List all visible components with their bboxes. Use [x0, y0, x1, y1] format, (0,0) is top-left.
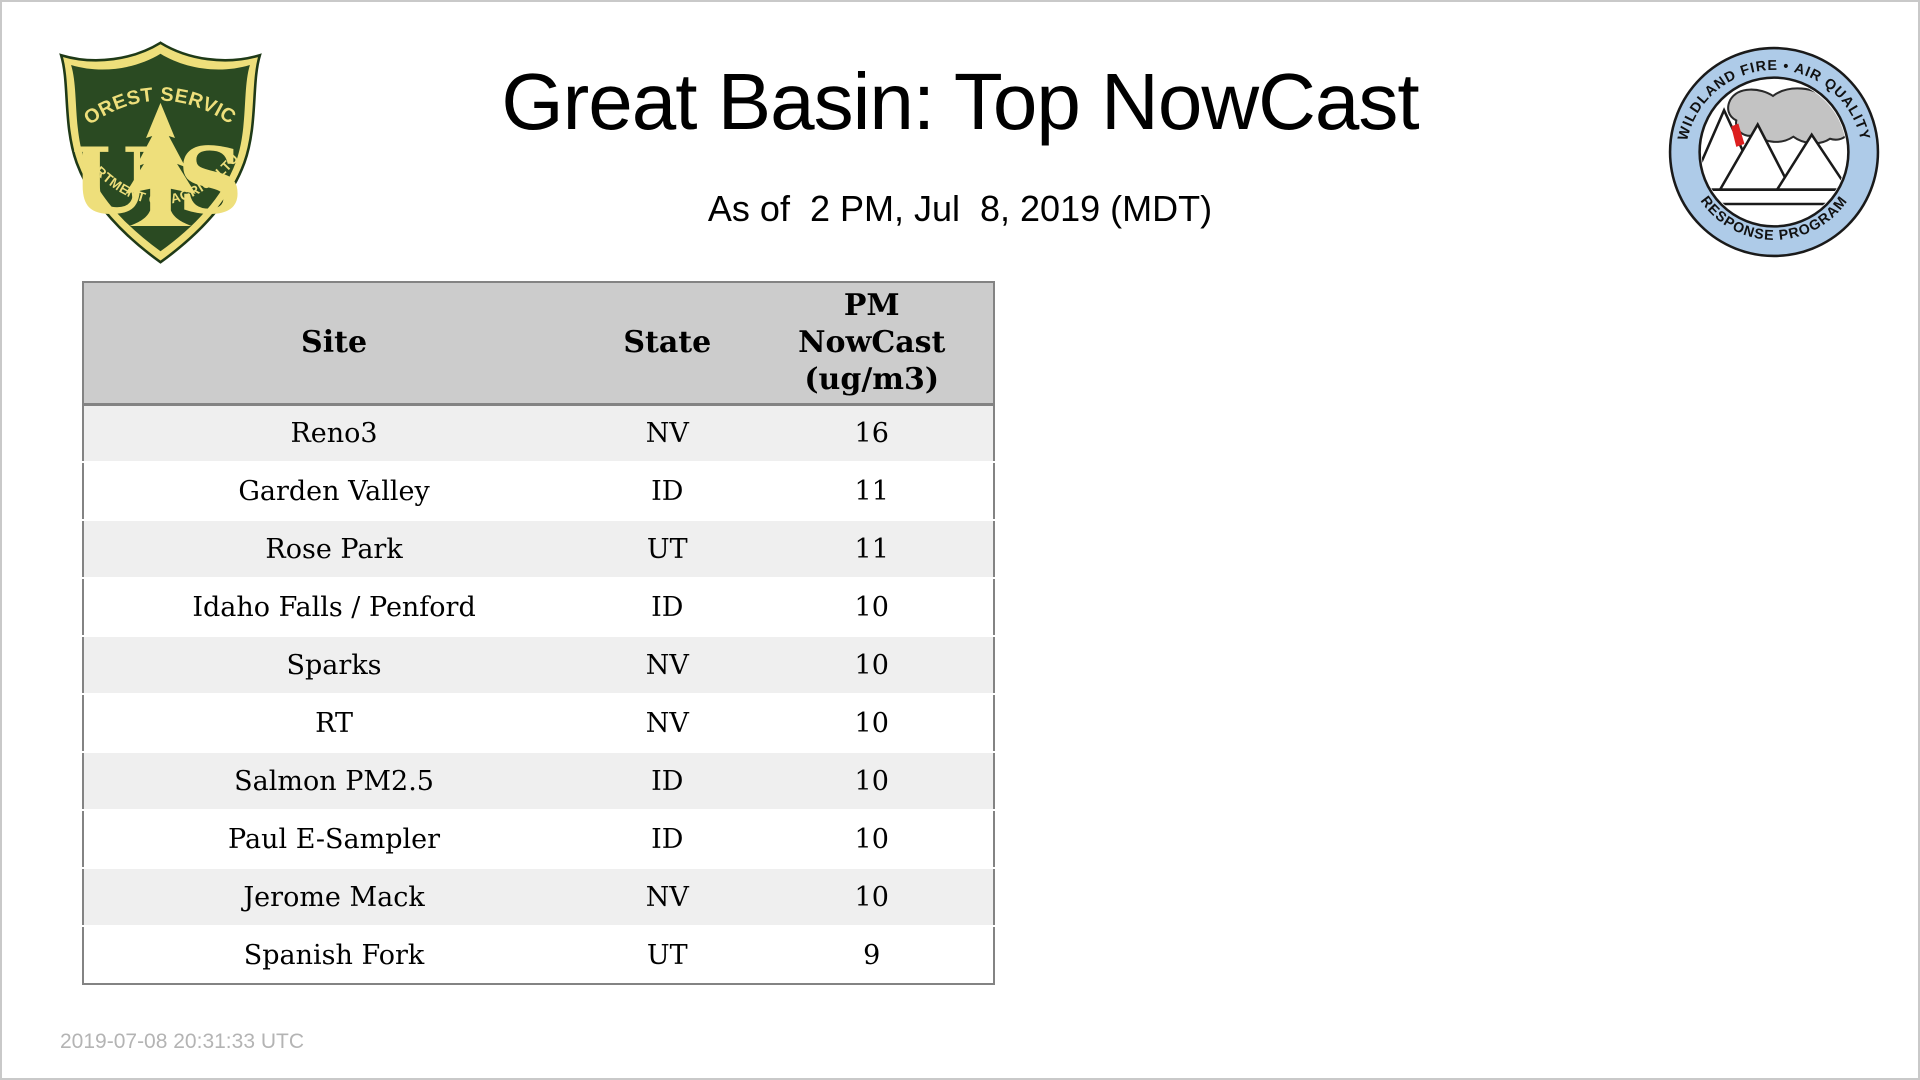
flame-mark-icon: [1731, 123, 1745, 147]
table-row: Jerome Mack NV 10: [83, 868, 994, 927]
pm-nowcast-column-header: PM NowCast (ug/m3): [750, 282, 994, 406]
site-cell: Paul E-Sampler: [83, 810, 585, 869]
state-cell: NV: [584, 404, 751, 463]
table-row: Reno3 NV 16: [83, 404, 994, 463]
pm-value-cell: 11: [750, 520, 994, 579]
state-cell: ID: [584, 578, 751, 637]
site-cell: Spanish Fork: [83, 926, 585, 984]
table-row: Salmon PM2.5 ID 10: [83, 752, 994, 811]
pm-value-cell: 10: [750, 694, 994, 753]
page-title: Great Basin: Top NowCast: [501, 57, 1419, 146]
as-of-subtitle: As of 2 PM, Jul 8, 2019 (MDT): [707, 188, 1213, 229]
nowcast-table: Site State PM NowCast (ug/m3) Reno3 NV 1…: [82, 281, 995, 985]
pm-value-cell: 10: [750, 636, 994, 695]
pine-tree-icon: [125, 102, 196, 226]
site-cell: Salmon PM2.5: [83, 752, 585, 811]
table-row: Paul E-Sampler ID 10: [83, 810, 994, 869]
state-cell: NV: [584, 636, 751, 695]
site-cell: Reno3: [83, 404, 585, 463]
pm-value-cell: 9: [750, 926, 994, 984]
pm-value-cell: 10: [750, 810, 994, 869]
pm-value-cell: 10: [750, 868, 994, 927]
site-cell: Garden Valley: [83, 462, 585, 521]
table-row: RT NV 10: [83, 694, 994, 753]
pm-value-cell: 10: [750, 578, 994, 637]
usfs-shield-icon: FOREST SERVICE U S DEPARTMENT OF AGRICUL…: [50, 22, 262, 264]
site-cell: RT: [83, 694, 585, 753]
generated-timestamp: 2019-07-08 20:31:33 UTC: [60, 1030, 304, 1053]
table-row: Garden Valley ID 11: [83, 462, 994, 521]
pm-value-cell: 16: [750, 404, 994, 463]
table-body: Reno3 NV 16 Garden Valley ID 11 Rose Par…: [83, 404, 994, 984]
table-row: Sparks NV 10: [83, 636, 994, 695]
state-cell: UT: [584, 520, 751, 579]
state-cell: NV: [584, 694, 751, 753]
state-cell: ID: [584, 752, 751, 811]
state-cell: NV: [584, 868, 751, 927]
state-cell: UT: [584, 926, 751, 984]
wfaqrp-logo: WILDLAND FIRE • AIR QUALITY RESPONSE PRO…: [1667, 45, 1881, 259]
state-column-header: State: [584, 282, 751, 406]
site-cell: Rose Park: [83, 520, 585, 579]
site-cell: Idaho Falls / Penford: [83, 578, 585, 637]
site-column-header: Site: [83, 282, 585, 406]
site-cell: Sparks: [83, 636, 585, 695]
usfs-letter-s: S: [177, 128, 243, 235]
pm-value-cell: 11: [750, 462, 994, 521]
pm-value-cell: 10: [750, 752, 994, 811]
state-cell: ID: [584, 462, 751, 521]
usfs-logo: FOREST SERVICE U S DEPARTMENT OF AGRICUL…: [50, 22, 264, 267]
table-row: Rose Park UT 11: [83, 520, 994, 579]
site-cell: Jerome Mack: [83, 868, 585, 927]
table-row: Idaho Falls / Penford ID 10: [83, 578, 994, 637]
state-cell: ID: [584, 810, 751, 869]
table-row: Spanish Fork UT 9: [83, 926, 994, 984]
wfaqrp-circle-icon: WILDLAND FIRE • AIR QUALITY RESPONSE PRO…: [1668, 46, 1880, 258]
table-header-row: Site State PM NowCast (ug/m3): [83, 282, 994, 406]
